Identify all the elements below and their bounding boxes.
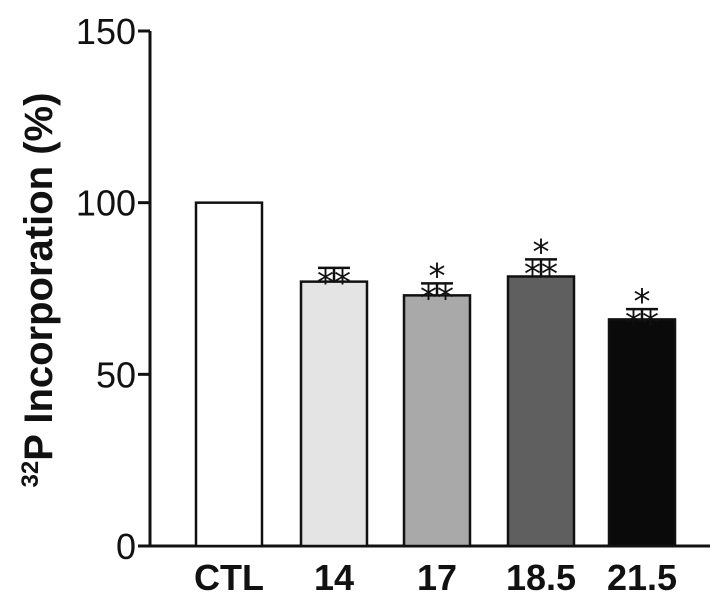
significance-star: *: [429, 256, 446, 296]
category-label: 17: [417, 557, 457, 598]
bar-14: [299, 280, 369, 548]
significance-markers: ** *********: [317, 232, 659, 344]
bar-CTL: [194, 201, 264, 548]
significance-star: *: [634, 282, 651, 322]
bar-17: [402, 294, 472, 548]
category-label: 21.5: [607, 557, 677, 598]
bar-21.5: [607, 318, 677, 548]
significance-star: **: [420, 278, 454, 318]
y-tick-label: 50: [96, 354, 136, 395]
significance-star: **: [524, 254, 558, 294]
y-ticks: 0 50 100 150: [76, 11, 150, 567]
significance-star: **: [625, 304, 659, 344]
significance-star: **: [317, 263, 351, 303]
y-tick-label: 0: [116, 526, 136, 567]
category-labels: CTL 14 17 18.5 21.5: [194, 557, 677, 598]
bars: [194, 201, 677, 548]
error-bars: [318, 258, 658, 320]
y-tick-label: 100: [76, 183, 136, 224]
significance-star: *: [533, 232, 550, 272]
y-tick-label: 150: [76, 11, 136, 52]
bar-18.5: [506, 275, 576, 548]
y-axis-title: 32P Incorporation (%): [17, 93, 61, 488]
category-label: 18.5: [506, 557, 576, 598]
category-label: 14: [314, 557, 354, 598]
category-label: CTL: [194, 557, 264, 598]
